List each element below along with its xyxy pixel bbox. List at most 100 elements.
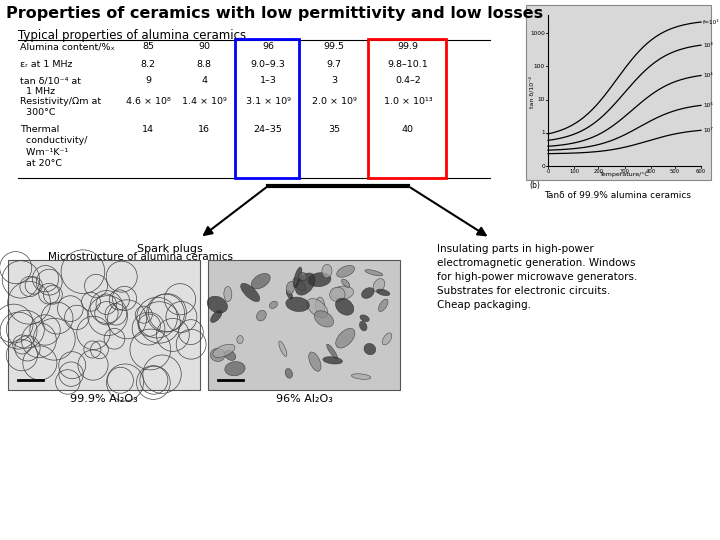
Ellipse shape bbox=[295, 273, 315, 295]
Text: 16: 16 bbox=[198, 125, 210, 134]
Text: 100: 100 bbox=[534, 64, 545, 69]
Text: Typical properties of alumina ceramics: Typical properties of alumina ceramics bbox=[18, 29, 246, 42]
Text: 3.1 × 10⁹: 3.1 × 10⁹ bbox=[246, 97, 290, 106]
Ellipse shape bbox=[225, 350, 235, 360]
Ellipse shape bbox=[364, 343, 376, 355]
Ellipse shape bbox=[336, 328, 355, 348]
Ellipse shape bbox=[377, 289, 390, 296]
Ellipse shape bbox=[224, 287, 232, 302]
Text: 1–3: 1–3 bbox=[260, 76, 276, 85]
Ellipse shape bbox=[351, 374, 371, 379]
Text: 10⁵: 10⁵ bbox=[703, 103, 713, 108]
Text: 9: 9 bbox=[145, 76, 151, 85]
Ellipse shape bbox=[315, 310, 333, 327]
Text: 99.9% Al₂O₃: 99.9% Al₂O₃ bbox=[70, 394, 138, 404]
Text: Tanδ of 99.9% alumina ceramics: Tanδ of 99.9% alumina ceramics bbox=[544, 191, 691, 200]
Text: Thermal
  conductivity/
  Wm⁻¹K⁻¹
  at 20°C: Thermal conductivity/ Wm⁻¹K⁻¹ at 20°C bbox=[20, 125, 88, 168]
Text: 10⁷: 10⁷ bbox=[703, 128, 713, 133]
Ellipse shape bbox=[309, 352, 321, 372]
Text: 3: 3 bbox=[331, 76, 337, 85]
Text: 8.8: 8.8 bbox=[197, 60, 212, 69]
Ellipse shape bbox=[330, 287, 345, 302]
Text: εᵣ at 1 MHz: εᵣ at 1 MHz bbox=[20, 60, 73, 69]
Text: 200: 200 bbox=[593, 169, 603, 174]
Text: (b): (b) bbox=[529, 181, 540, 190]
Ellipse shape bbox=[294, 267, 302, 288]
Text: f=10²: f=10² bbox=[703, 19, 719, 24]
Text: 9.7: 9.7 bbox=[326, 60, 341, 69]
Text: tan δ/10⁻⁴ at
  1 MHz: tan δ/10⁻⁴ at 1 MHz bbox=[20, 76, 81, 97]
Ellipse shape bbox=[341, 279, 350, 287]
Ellipse shape bbox=[286, 281, 294, 294]
Ellipse shape bbox=[336, 298, 354, 315]
Text: 99.9: 99.9 bbox=[397, 42, 418, 51]
Text: 14: 14 bbox=[142, 125, 154, 134]
Text: 24–35: 24–35 bbox=[253, 125, 282, 134]
Ellipse shape bbox=[373, 279, 384, 292]
Text: 600: 600 bbox=[696, 169, 706, 174]
Text: 4.6 × 10⁸: 4.6 × 10⁸ bbox=[125, 97, 171, 106]
Text: Alumina content/%ₓ: Alumina content/%ₓ bbox=[20, 42, 114, 51]
Ellipse shape bbox=[365, 269, 383, 276]
Text: 35: 35 bbox=[328, 125, 340, 134]
Text: 40: 40 bbox=[402, 125, 414, 134]
Text: 10: 10 bbox=[538, 97, 545, 102]
Bar bbox=[526, 5, 711, 180]
Ellipse shape bbox=[308, 273, 331, 287]
Text: 500: 500 bbox=[670, 169, 680, 174]
Ellipse shape bbox=[307, 299, 328, 318]
Text: 1: 1 bbox=[541, 130, 545, 136]
Text: 10³: 10³ bbox=[703, 43, 713, 48]
Ellipse shape bbox=[279, 341, 287, 356]
Ellipse shape bbox=[322, 265, 332, 278]
Text: 400: 400 bbox=[645, 169, 656, 174]
Text: 0: 0 bbox=[541, 164, 545, 168]
Text: 4: 4 bbox=[201, 76, 207, 85]
Text: 0.4–2: 0.4–2 bbox=[395, 76, 421, 85]
Ellipse shape bbox=[213, 344, 235, 357]
Text: 9.0–9.3: 9.0–9.3 bbox=[251, 60, 285, 69]
Text: 1000: 1000 bbox=[530, 31, 545, 36]
Text: 10⁴: 10⁴ bbox=[703, 73, 713, 78]
Ellipse shape bbox=[382, 333, 392, 345]
Text: 85: 85 bbox=[142, 42, 154, 51]
Text: 8.2: 8.2 bbox=[140, 60, 156, 69]
Ellipse shape bbox=[240, 284, 260, 302]
Text: Spark plugs: Spark plugs bbox=[137, 244, 203, 254]
Text: 1.0 × 10¹³: 1.0 × 10¹³ bbox=[384, 97, 432, 106]
Text: 90: 90 bbox=[198, 42, 210, 51]
Ellipse shape bbox=[360, 315, 369, 322]
Ellipse shape bbox=[256, 310, 266, 321]
Text: 0: 0 bbox=[546, 169, 549, 174]
Text: 9.8–10.1: 9.8–10.1 bbox=[387, 60, 428, 69]
Ellipse shape bbox=[285, 368, 292, 378]
Ellipse shape bbox=[225, 362, 245, 376]
Bar bbox=[208, 260, 400, 390]
Ellipse shape bbox=[293, 278, 305, 291]
Ellipse shape bbox=[359, 321, 367, 331]
Text: Properties of ceramics with low permittivity and low losses: Properties of ceramics with low permitti… bbox=[6, 6, 543, 21]
Ellipse shape bbox=[251, 273, 270, 289]
Ellipse shape bbox=[210, 310, 222, 322]
Text: Insulating parts in high-power
electromagnetic generation. Windows
for high-powe: Insulating parts in high-power electroma… bbox=[437, 244, 637, 310]
Ellipse shape bbox=[237, 335, 243, 343]
Ellipse shape bbox=[299, 273, 307, 281]
Ellipse shape bbox=[331, 286, 354, 300]
Ellipse shape bbox=[315, 297, 325, 315]
Text: 99.5: 99.5 bbox=[323, 42, 344, 51]
Ellipse shape bbox=[210, 348, 225, 361]
Ellipse shape bbox=[337, 266, 354, 277]
Text: 1.4 × 10⁹: 1.4 × 10⁹ bbox=[181, 97, 226, 106]
Text: Temperature/°C: Temperature/°C bbox=[600, 172, 649, 177]
Bar bbox=[235, 39, 299, 178]
Ellipse shape bbox=[269, 301, 277, 308]
Ellipse shape bbox=[207, 296, 228, 313]
Text: 96% Al₂O₃: 96% Al₂O₃ bbox=[276, 394, 333, 404]
Ellipse shape bbox=[361, 288, 374, 299]
Text: 300: 300 bbox=[619, 169, 629, 174]
Bar bbox=[368, 39, 446, 178]
Ellipse shape bbox=[327, 344, 338, 359]
Ellipse shape bbox=[379, 299, 388, 312]
Text: 100: 100 bbox=[569, 169, 579, 174]
Text: Microstructure of alumina ceramics: Microstructure of alumina ceramics bbox=[48, 252, 233, 262]
